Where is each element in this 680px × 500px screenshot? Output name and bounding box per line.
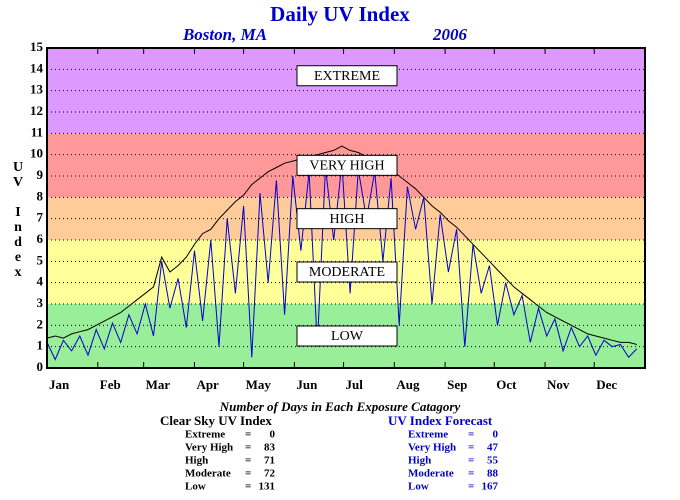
y-tick-label: 5 (37, 252, 44, 267)
x-tick-label: Jun (296, 377, 318, 392)
y-tick-label: 9 (37, 167, 44, 182)
summary-separator: = (468, 481, 474, 493)
y-tick-label: 14 (30, 60, 44, 75)
band-label: MODERATE (309, 265, 385, 280)
y-tick-label: 10 (30, 146, 43, 161)
summary-separator: = (468, 429, 474, 441)
x-tick-label: May (246, 377, 272, 392)
summary-value: 167 (482, 481, 499, 493)
x-tick-label: Nov (547, 377, 570, 392)
band-label-box (296, 208, 398, 230)
band-label-box (296, 65, 398, 87)
summary-separator: = (245, 429, 251, 441)
y-tick-label: 4 (37, 274, 44, 289)
summary-label: Moderate (408, 468, 454, 480)
summary-separator: = (245, 455, 251, 467)
subtitle-year: 2006 (432, 25, 468, 44)
summary-value: 0 (493, 429, 499, 441)
y-axis-label: UV Index (11, 160, 26, 280)
y-tick-label: 3 (37, 295, 44, 310)
series-line (46, 145, 637, 345)
x-tick-label: Jul (346, 377, 364, 392)
x-tick-label: Mar (146, 377, 171, 392)
summary-title: Clear Sky UV Index (160, 413, 272, 428)
summary-separator: = (245, 481, 251, 493)
x-tick-label: Oct (496, 377, 517, 392)
band-label: HIGH (330, 212, 365, 227)
summary-separator: = (468, 442, 474, 454)
band-label-box (296, 154, 398, 176)
band-label: VERY HIGH (309, 159, 384, 174)
summary-value: 71 (264, 455, 275, 467)
y-tick-label: 6 (37, 231, 44, 246)
summary-label: High (185, 455, 208, 467)
summary-value: 55 (487, 455, 499, 467)
summary-label: Extreme (408, 429, 448, 441)
summary-value: 0 (270, 429, 276, 441)
y-tick-label: 12 (30, 103, 43, 118)
chart-title: Daily UV Index (270, 2, 410, 26)
x-tick-label: Jan (49, 377, 70, 392)
summary-value: 131 (259, 481, 276, 493)
summary-value: 47 (487, 442, 499, 454)
band-label-box (296, 325, 398, 347)
y-tick-label: 15 (30, 39, 44, 54)
summary-value: 72 (264, 468, 276, 480)
band (47, 48, 645, 134)
summary-value: 83 (264, 442, 276, 454)
subtitle-location: Boston, MA (182, 25, 267, 44)
summary-separator: = (468, 468, 474, 480)
y-tick-label: 8 (37, 188, 44, 203)
x-tick-label: Dec (596, 377, 617, 392)
band-label-box (296, 261, 398, 283)
band-label: EXTREME (314, 69, 380, 84)
summary-label: Extreme (185, 429, 225, 441)
x-axis-label: Number of Days in Each Exposure Catagory (219, 399, 461, 414)
summary-title: UV Index Forecast (388, 413, 493, 428)
y-tick-label: 0 (37, 359, 44, 374)
summary-separator: = (245, 468, 251, 480)
x-tick-label: Sep (447, 377, 467, 392)
y-tick-label: 2 (37, 316, 44, 331)
plot-frame (46, 47, 646, 369)
summary-value: 88 (487, 468, 499, 480)
x-tick-label: Aug (396, 377, 420, 392)
y-tick-label: 1 (37, 338, 44, 353)
summary-label: High (408, 455, 431, 467)
summary-label: Very High (185, 442, 233, 454)
summary-separator: = (468, 455, 474, 467)
y-tick-label: 13 (30, 82, 44, 97)
y-tick-label: 11 (31, 124, 43, 139)
summary-label: Moderate (185, 468, 231, 480)
summary-label: Low (408, 481, 429, 493)
x-tick-label: Apr (196, 377, 219, 392)
x-tick-label: Feb (100, 377, 121, 392)
summary-separator: = (245, 442, 251, 454)
summary-label: Low (185, 481, 206, 493)
summary-label: Very High (408, 442, 456, 454)
y-tick-label: 7 (37, 210, 44, 225)
band-label: LOW (331, 329, 364, 344)
